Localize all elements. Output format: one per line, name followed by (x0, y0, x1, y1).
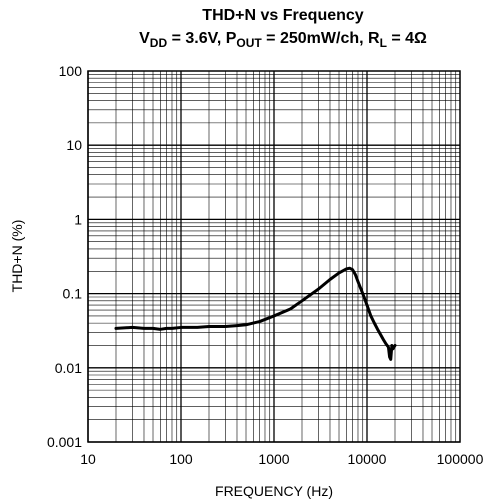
x-tick-label: 100 (169, 451, 193, 467)
thd-n-curve (114, 266, 397, 361)
y-tick-label: 0.001 (47, 434, 82, 450)
x-axis-label: FREQUENCY (Hz) (215, 483, 333, 499)
chart-subtitle: VDD = 3.6V, POUT = 250mW/ch, RL = 4Ω (139, 30, 427, 50)
plot-grid (87, 70, 461, 443)
chart-title: THD+N vs Frequency (202, 7, 363, 24)
plot-frame (87, 70, 461, 443)
data-series (114, 266, 397, 361)
subtitle-vdd-subscript: DD (150, 36, 168, 50)
x-tick-label: 100000 (437, 451, 484, 467)
y-tick-label: 0.01 (55, 360, 82, 376)
y-tick-label: 10 (66, 137, 82, 153)
y-tick-label: 0.1 (63, 286, 83, 302)
subtitle-rl-symbol: R (368, 30, 380, 47)
x-tick-label: 10 (80, 451, 96, 467)
tick-labels: 10 100 1000 10000 100000 0.001 0.01 0.1 1 10 100 (47, 63, 484, 467)
y-tick-label: 100 (59, 63, 83, 79)
subtitle-rl-value: = 4Ω (387, 30, 427, 47)
x-tick-label: 1000 (258, 451, 289, 467)
subtitle-pout-subscript: OUT (236, 36, 262, 50)
subtitle-rl-subscript: L (380, 36, 387, 50)
y-axis-label: THD+N (%) (9, 220, 25, 293)
y-tick-label: 1 (74, 211, 82, 227)
subtitle-vdd-symbol: V (139, 30, 150, 47)
x-tick-label: 10000 (348, 451, 387, 467)
subtitle-vdd-value: = 3.6V, (167, 30, 226, 47)
subtitle-pout-symbol: P (226, 30, 237, 47)
subtitle-pout-value: = 250mW/ch, (262, 30, 368, 47)
